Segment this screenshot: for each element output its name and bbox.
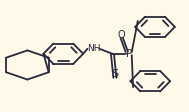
Text: S: S bbox=[111, 69, 119, 80]
Text: O: O bbox=[118, 30, 125, 40]
Text: NH: NH bbox=[87, 44, 100, 53]
Text: P: P bbox=[126, 49, 133, 59]
